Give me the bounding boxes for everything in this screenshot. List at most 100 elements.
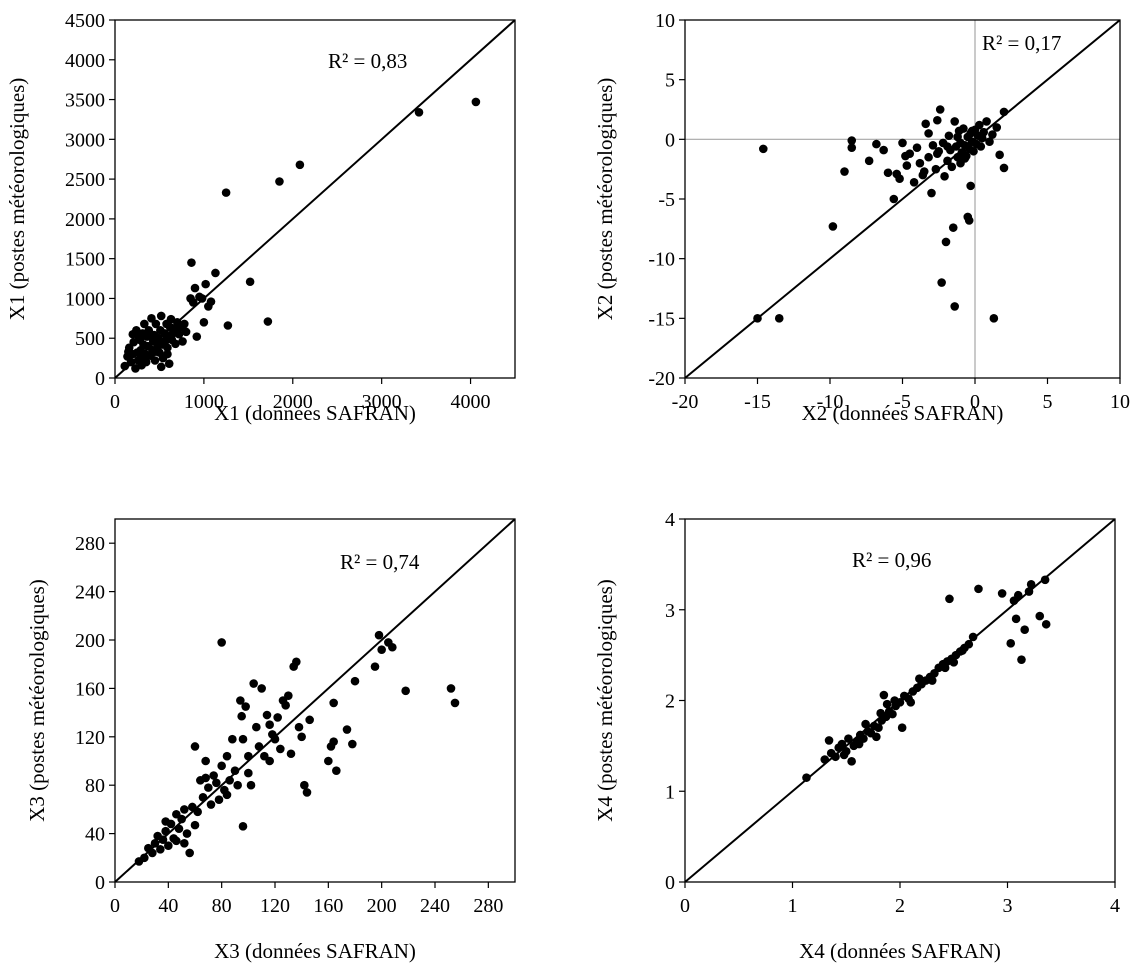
data-point <box>950 302 959 311</box>
y-tick-label: 200 <box>75 630 105 652</box>
data-point <box>164 359 174 368</box>
data-point <box>329 737 338 746</box>
data-point <box>137 360 146 370</box>
y-tick-label: 4500 <box>65 10 105 32</box>
data-point <box>241 702 250 711</box>
data-point <box>943 142 952 151</box>
data-point <box>883 168 893 178</box>
data-point <box>928 141 938 150</box>
data-point <box>924 152 933 162</box>
data-point <box>864 156 874 166</box>
reference-line <box>115 519 515 882</box>
x-tick-label: 40 <box>158 895 178 917</box>
data-point <box>174 329 184 339</box>
x-tick-label: -15 <box>744 391 771 413</box>
data-point <box>134 332 144 341</box>
reference-line <box>685 20 1120 378</box>
data-point <box>889 194 899 204</box>
data-point <box>975 120 984 130</box>
data-point <box>872 732 881 742</box>
data-point <box>995 150 1004 160</box>
data-point <box>959 124 968 133</box>
data-point <box>953 132 962 142</box>
x-tick-label: 160 <box>313 895 343 917</box>
chart-panel-4: 0 1 2 3 4 0 1 2 3 4 X4 (données SAFRAN) X4 (postes … <box>593 509 1120 963</box>
data-point <box>197 294 207 303</box>
data-point <box>275 177 284 186</box>
data-point <box>960 154 970 163</box>
data-point <box>989 314 999 323</box>
data-point <box>244 768 253 778</box>
data-point <box>286 749 296 759</box>
data-point <box>209 771 218 780</box>
data-point <box>192 332 202 341</box>
data-point <box>187 258 196 267</box>
x-tick-label: 4000 <box>451 391 491 413</box>
data-point <box>839 750 849 760</box>
chart-panel-3: 0 40 80 120 160 200 240 280 0 40 80 120 160 200 240 280… <box>25 518 516 963</box>
data-point <box>206 297 216 306</box>
data-point <box>1041 619 1051 629</box>
y-tick-label: 4 <box>665 509 675 531</box>
x-tick-label: 2000 <box>273 391 313 413</box>
x-tick-label: 3 <box>1003 895 1013 917</box>
data-point <box>774 314 784 323</box>
data-point <box>1006 639 1016 648</box>
data-point <box>844 734 853 743</box>
data-point <box>201 773 210 783</box>
data-point <box>214 795 224 805</box>
data-point <box>150 356 160 365</box>
data-point <box>151 319 161 329</box>
data-point <box>915 158 925 168</box>
data-point <box>919 167 929 176</box>
data-point <box>329 698 338 708</box>
y-tick-label: 1500 <box>65 249 105 271</box>
data-point <box>201 279 210 289</box>
data-point <box>140 853 149 863</box>
data-point <box>964 639 974 649</box>
data-point <box>969 146 978 156</box>
data-point <box>927 676 937 685</box>
data-point <box>233 780 242 790</box>
data-point <box>1035 611 1045 621</box>
data-point <box>297 732 306 742</box>
data-point <box>217 638 226 647</box>
data-point <box>964 216 974 225</box>
y-tick-label: 3000 <box>65 129 105 151</box>
data-point <box>217 761 226 771</box>
y-tick-label: 3500 <box>65 90 105 112</box>
data-point <box>222 790 232 800</box>
data-point <box>1020 625 1029 635</box>
data-point <box>201 756 210 766</box>
data-point <box>332 766 341 775</box>
data-point <box>221 188 231 197</box>
chart-panel-2: -20 -15 -10 -5 0 5 10 -20 -15 -10 -5 0 5 10 X2 (donnée… <box>593 10 1130 425</box>
data-point <box>252 722 261 732</box>
data-point <box>324 756 333 766</box>
data-point <box>966 181 975 191</box>
data-point <box>974 584 983 594</box>
data-point <box>348 739 357 749</box>
data-point <box>968 632 978 642</box>
data-point <box>831 752 840 762</box>
r-squared-label: R² = 0,83 <box>328 49 407 73</box>
data-point <box>847 757 856 766</box>
data-point <box>927 188 936 198</box>
data-point <box>273 713 282 722</box>
data-point <box>985 137 994 147</box>
data-point <box>837 739 847 749</box>
data-point <box>180 838 189 848</box>
data-point <box>342 725 352 734</box>
y-tick-label: 1000 <box>65 288 105 310</box>
y-axis-label: X2 (postes météorologiques) <box>593 78 617 321</box>
data-point <box>941 237 951 247</box>
data-point <box>238 734 248 744</box>
data-point <box>944 131 954 141</box>
data-point <box>178 337 187 346</box>
y-tick-label: 0 <box>95 872 105 894</box>
data-point <box>940 663 950 673</box>
y-tick-label: 160 <box>75 678 105 700</box>
data-point <box>802 773 811 782</box>
data-point <box>897 723 907 733</box>
